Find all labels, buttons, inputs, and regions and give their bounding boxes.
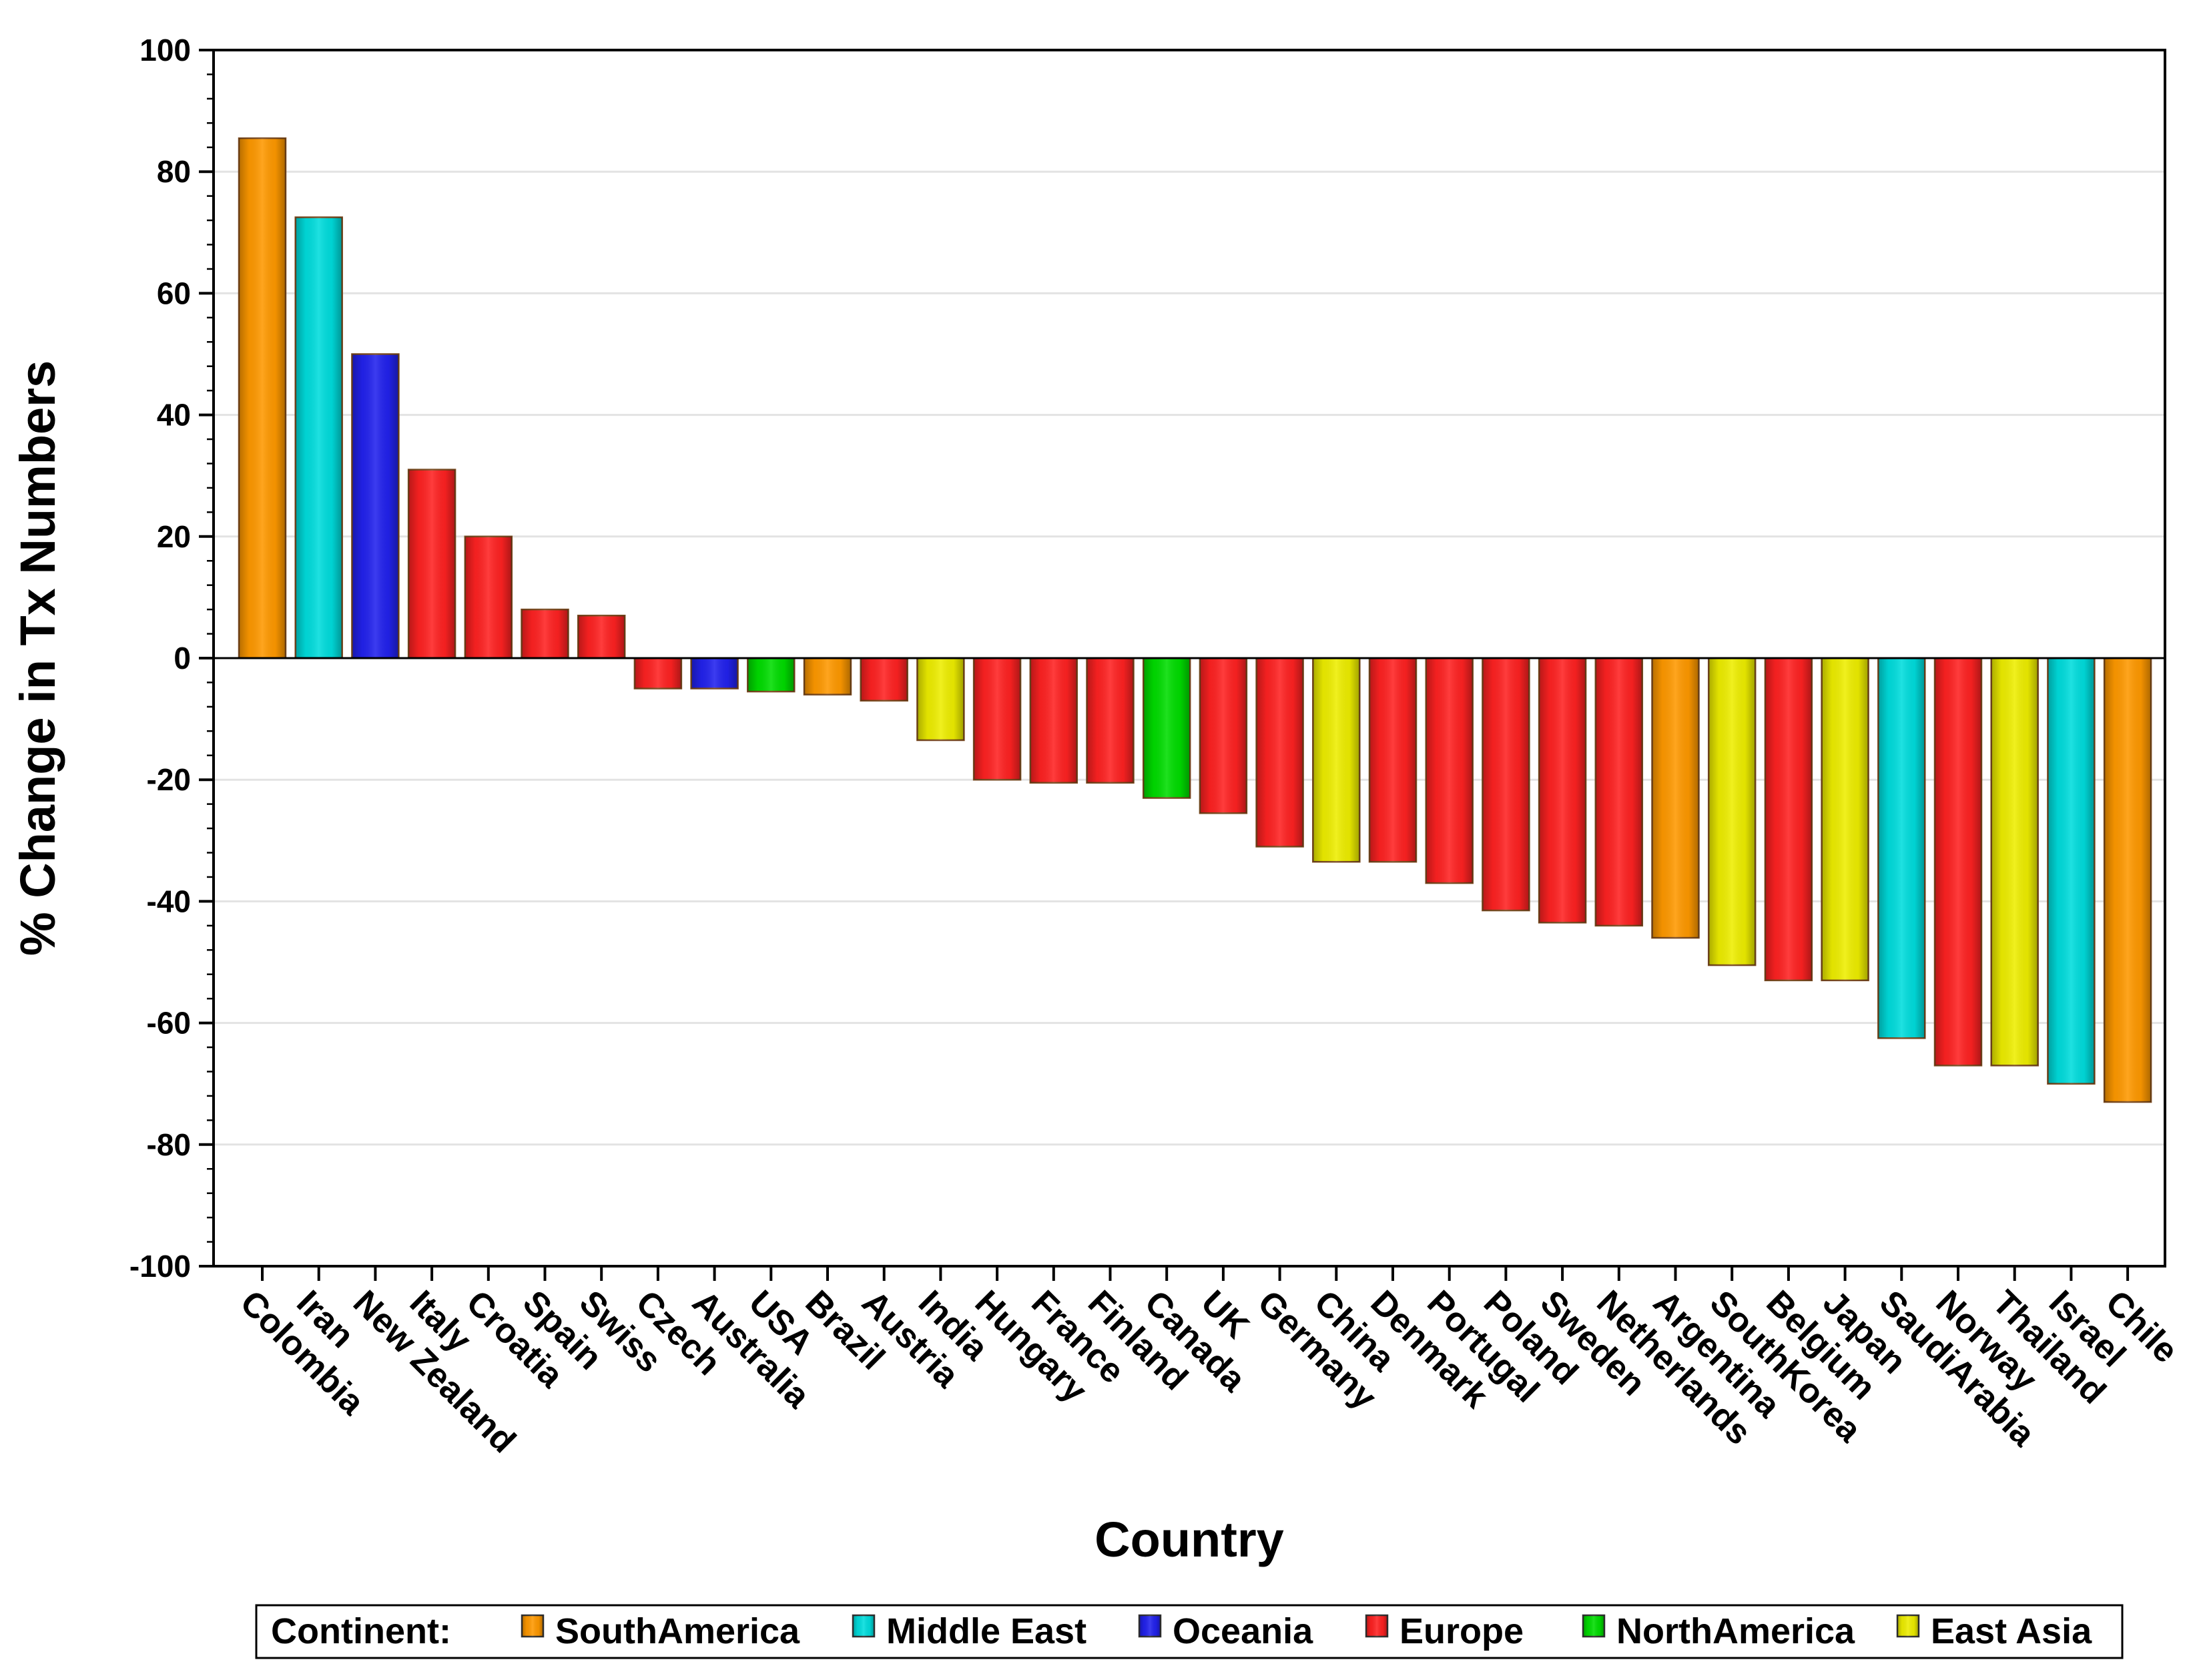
bar-shading xyxy=(578,615,625,658)
legend: Continent: SouthAmerica Middle East Oceani… xyxy=(255,1604,2124,1659)
bar-shading xyxy=(634,658,681,689)
y-tick-label: 40 xyxy=(157,398,191,433)
bar-shading xyxy=(1821,658,1869,981)
bar-shading xyxy=(974,658,1021,780)
legend-label: Oceania xyxy=(1173,1611,1313,1651)
bar-shading xyxy=(1426,658,1473,884)
legend-swatch-shading xyxy=(1366,1615,1387,1637)
y-tick-label: 0 xyxy=(174,641,191,675)
legend-label: NorthAmerica xyxy=(1616,1611,1855,1651)
legend-label: East Asia xyxy=(1931,1611,2092,1651)
bar-shading xyxy=(1199,658,1247,814)
x-axis-title: Country xyxy=(1095,1512,1284,1567)
y-tick-label: -80 xyxy=(147,1127,191,1162)
bar-shading xyxy=(747,658,795,692)
bar-shading xyxy=(1086,658,1134,783)
legend-label: SouthAmerica xyxy=(555,1611,800,1651)
y-tick-label: -100 xyxy=(129,1249,191,1284)
bar-shading xyxy=(2048,658,2095,1084)
bar-shading xyxy=(1652,658,1699,938)
y-tick-label: 20 xyxy=(157,519,191,554)
legend-swatch-shading xyxy=(1583,1615,1604,1637)
legend-swatch-shading xyxy=(522,1615,543,1637)
bar-shading xyxy=(1539,658,1586,923)
axes xyxy=(212,49,2166,1268)
bar-shading xyxy=(860,658,908,701)
bar-shading xyxy=(408,469,456,658)
legend-frame xyxy=(255,1604,2124,1659)
bar-shading xyxy=(239,138,286,659)
bar-shading xyxy=(1935,658,1981,1066)
y-tick-label: -20 xyxy=(147,762,191,797)
bar-shading xyxy=(917,658,964,740)
legend-swatch-shading xyxy=(853,1615,874,1637)
bar-shading xyxy=(352,354,399,658)
legend-label: Europe xyxy=(1399,1611,1524,1651)
bar-shading xyxy=(2104,658,2152,1103)
legend-swatch-shading xyxy=(1139,1615,1161,1637)
bar-shading xyxy=(1030,658,1077,783)
bar-shading xyxy=(804,658,851,695)
y-axis-title: % Change in Tx Numbers xyxy=(10,360,65,956)
bar-shading xyxy=(1991,658,2038,1066)
bar-shading xyxy=(691,658,738,689)
bar-shading xyxy=(1313,658,1360,862)
legend-label: Middle East xyxy=(886,1611,1086,1651)
bar-shading xyxy=(1708,658,1756,966)
legend-swatch-shading xyxy=(1897,1615,1919,1637)
bar-shading xyxy=(1878,658,1925,1039)
bar-shading xyxy=(1765,658,1812,981)
bar-shading xyxy=(464,536,512,658)
y-tick-label: -40 xyxy=(147,884,191,918)
y-tick-label: 80 xyxy=(157,154,191,189)
y-tick-label: 60 xyxy=(157,276,191,310)
bar-shading xyxy=(1482,658,1530,911)
bar-shading xyxy=(1143,658,1191,798)
bar-shading xyxy=(1369,658,1416,862)
bar-shading xyxy=(1595,658,1642,926)
y-tick-label: -60 xyxy=(147,1006,191,1041)
y-axis-ticks: 100 80 60 40 20 0 -20 -40 -60 -80 -100 xyxy=(129,33,214,1284)
y-tick-label: 100 xyxy=(139,33,191,67)
bar-shading xyxy=(295,217,342,658)
bar-shading xyxy=(521,609,569,658)
bar-shading xyxy=(1256,658,1303,847)
legend-title: Continent: xyxy=(271,1611,451,1651)
bars xyxy=(238,137,2152,1103)
